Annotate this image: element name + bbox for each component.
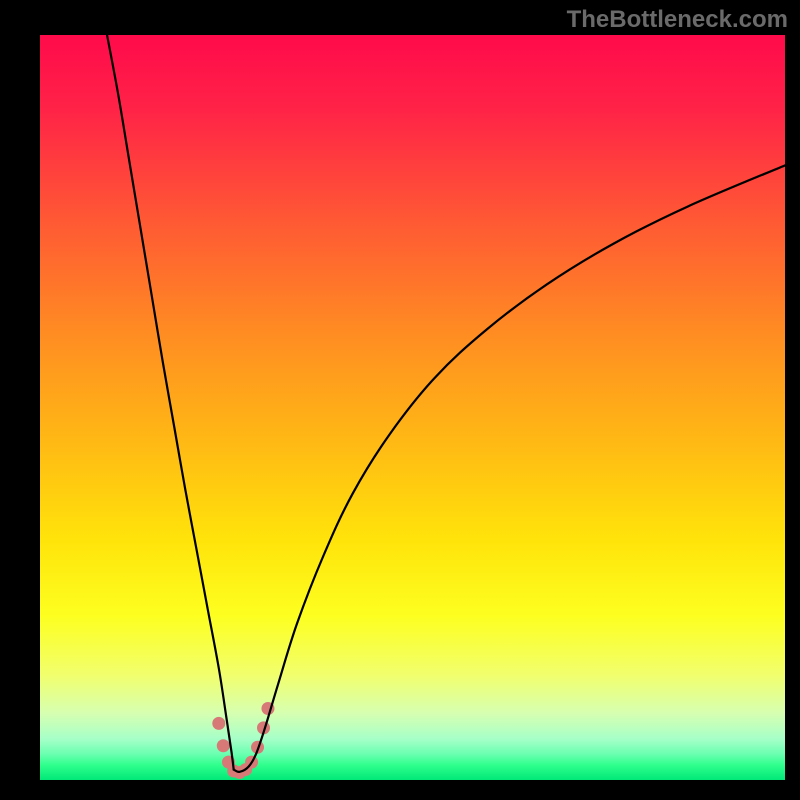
plot-svg bbox=[40, 35, 785, 780]
data-marker bbox=[212, 717, 225, 730]
plot-area bbox=[40, 35, 785, 780]
data-marker bbox=[217, 739, 230, 752]
plot-background bbox=[40, 35, 785, 780]
chart-container: TheBottleneck.com bbox=[0, 0, 800, 800]
watermark-text: TheBottleneck.com bbox=[567, 6, 788, 34]
